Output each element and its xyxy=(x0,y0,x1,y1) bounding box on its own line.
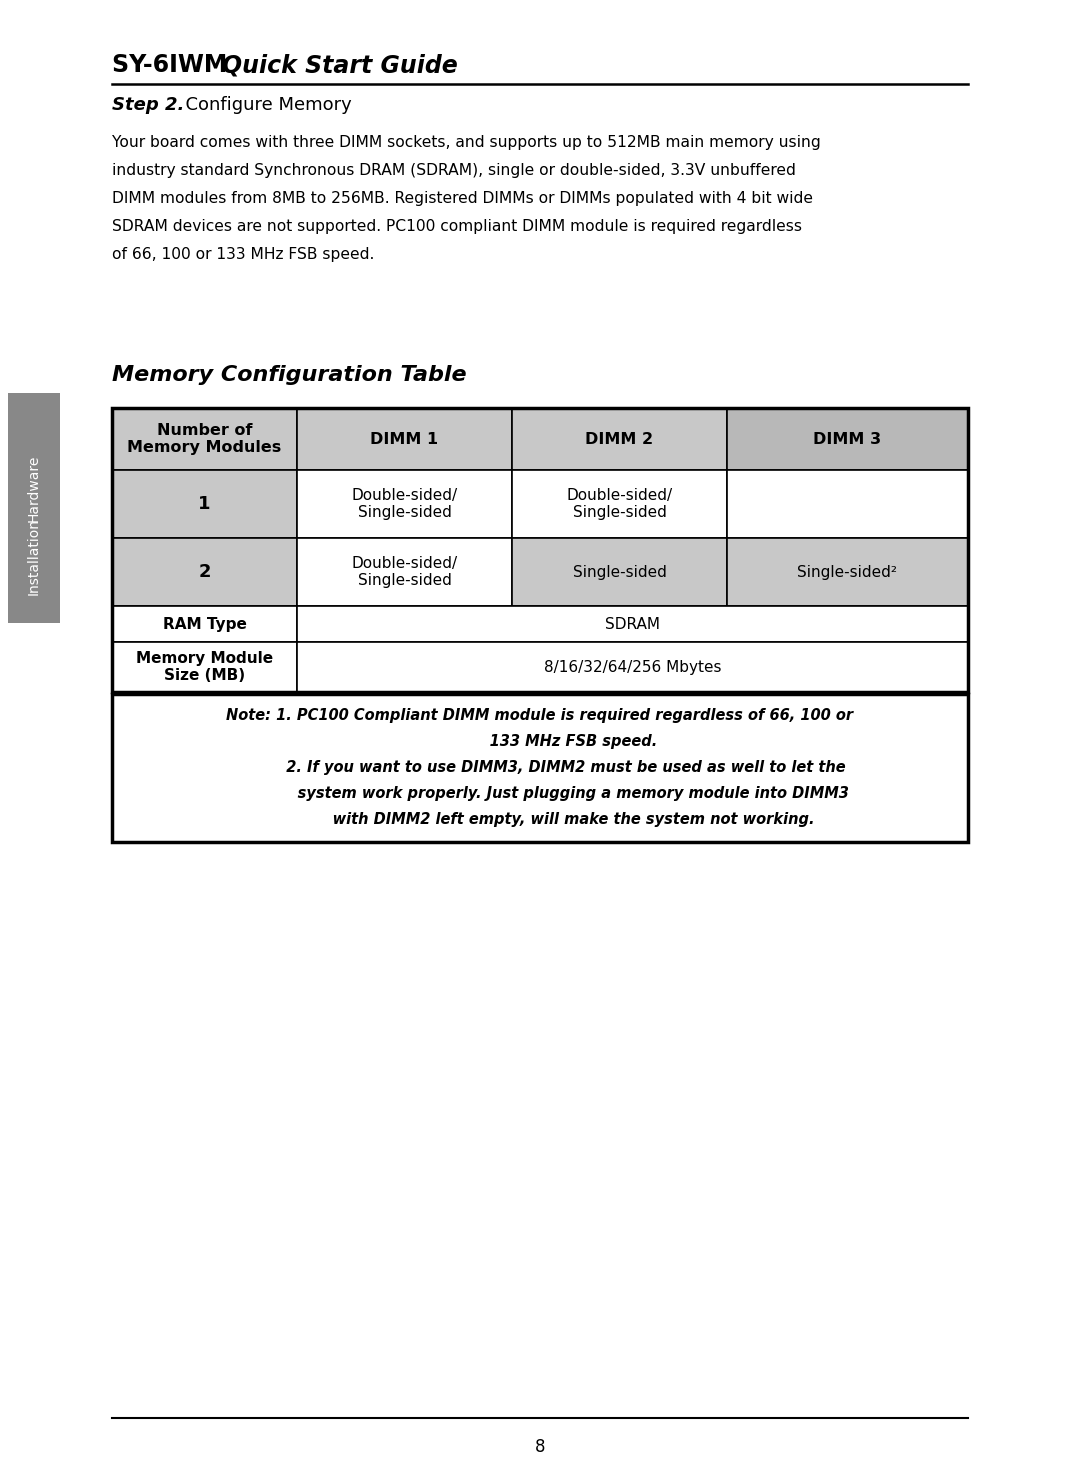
Bar xyxy=(297,470,512,538)
Text: Memory Configuration Table: Memory Configuration Table xyxy=(112,365,467,385)
Bar xyxy=(112,409,968,692)
Bar xyxy=(297,606,968,642)
Text: Quick Start Guide: Quick Start Guide xyxy=(222,53,458,76)
Text: system work properly. Just plugging a memory module into DIMM3: system work properly. Just plugging a me… xyxy=(231,786,849,801)
Bar xyxy=(727,538,968,606)
Text: 2: 2 xyxy=(199,563,211,581)
Text: DIMM 1: DIMM 1 xyxy=(370,432,438,447)
Text: 133 MHz FSB speed.: 133 MHz FSB speed. xyxy=(423,734,657,750)
Text: Double-sided/
Single-sided: Double-sided/ Single-sided xyxy=(566,488,673,520)
Bar xyxy=(297,642,968,692)
Text: Configure Memory: Configure Memory xyxy=(174,96,352,115)
Bar xyxy=(512,538,727,606)
Bar xyxy=(727,409,968,470)
Text: 8/16/32/64/256 Mbytes: 8/16/32/64/256 Mbytes xyxy=(543,660,721,675)
Bar xyxy=(512,409,727,470)
Text: industry standard Synchronous DRAM (SDRAM), single or double-sided, 3.3V unbuffe: industry standard Synchronous DRAM (SDRA… xyxy=(112,163,796,178)
Bar xyxy=(8,392,60,623)
Text: DIMM 3: DIMM 3 xyxy=(813,432,881,447)
Text: 8: 8 xyxy=(535,1438,545,1455)
Bar xyxy=(112,409,297,470)
Text: SDRAM: SDRAM xyxy=(605,616,660,632)
Text: of 66, 100 or 133 MHz FSB speed.: of 66, 100 or 133 MHz FSB speed. xyxy=(112,247,375,262)
Text: Double-sided/
Single-sided: Double-sided/ Single-sided xyxy=(351,556,458,588)
Text: Your board comes with three DIMM sockets, and supports up to 512MB main memory u: Your board comes with three DIMM sockets… xyxy=(112,135,821,150)
Bar xyxy=(112,538,297,606)
Text: Step 2.: Step 2. xyxy=(112,96,185,115)
Text: DIMM 2: DIMM 2 xyxy=(585,432,653,447)
Bar xyxy=(112,642,297,692)
Bar xyxy=(112,470,297,538)
Text: DIMM modules from 8MB to 256MB. Registered DIMMs or DIMMs populated with 4 bit w: DIMM modules from 8MB to 256MB. Register… xyxy=(112,191,813,206)
Text: RAM Type: RAM Type xyxy=(163,616,246,632)
Bar xyxy=(112,606,297,642)
Text: Installation: Installation xyxy=(27,517,41,594)
Text: Number of
Memory Modules: Number of Memory Modules xyxy=(127,423,282,456)
Bar xyxy=(512,470,727,538)
Text: Memory Module
Size (MB): Memory Module Size (MB) xyxy=(136,651,273,684)
Bar xyxy=(297,538,512,606)
Text: 2. If you want to use DIMM3, DIMM2 must be used as well to let the: 2. If you want to use DIMM3, DIMM2 must … xyxy=(234,760,846,775)
Text: with DIMM2 left empty, will make the system not working.: with DIMM2 left empty, will make the sys… xyxy=(266,811,814,828)
Text: SDRAM devices are not supported. PC100 compliant DIMM module is required regardl: SDRAM devices are not supported. PC100 c… xyxy=(112,219,802,234)
Bar xyxy=(727,470,968,538)
Text: 1: 1 xyxy=(199,495,211,513)
Text: SY-6IWM: SY-6IWM xyxy=(112,53,235,76)
Bar xyxy=(297,409,512,470)
Text: Single-sided²: Single-sided² xyxy=(797,564,897,579)
Text: Single-sided: Single-sided xyxy=(572,564,666,579)
Text: Double-sided/
Single-sided: Double-sided/ Single-sided xyxy=(351,488,458,520)
Bar xyxy=(112,694,968,842)
Text: Note: 1. PC100 Compliant DIMM module is required regardless of 66, 100 or: Note: 1. PC100 Compliant DIMM module is … xyxy=(227,709,853,723)
Text: Hardware: Hardware xyxy=(27,454,41,522)
